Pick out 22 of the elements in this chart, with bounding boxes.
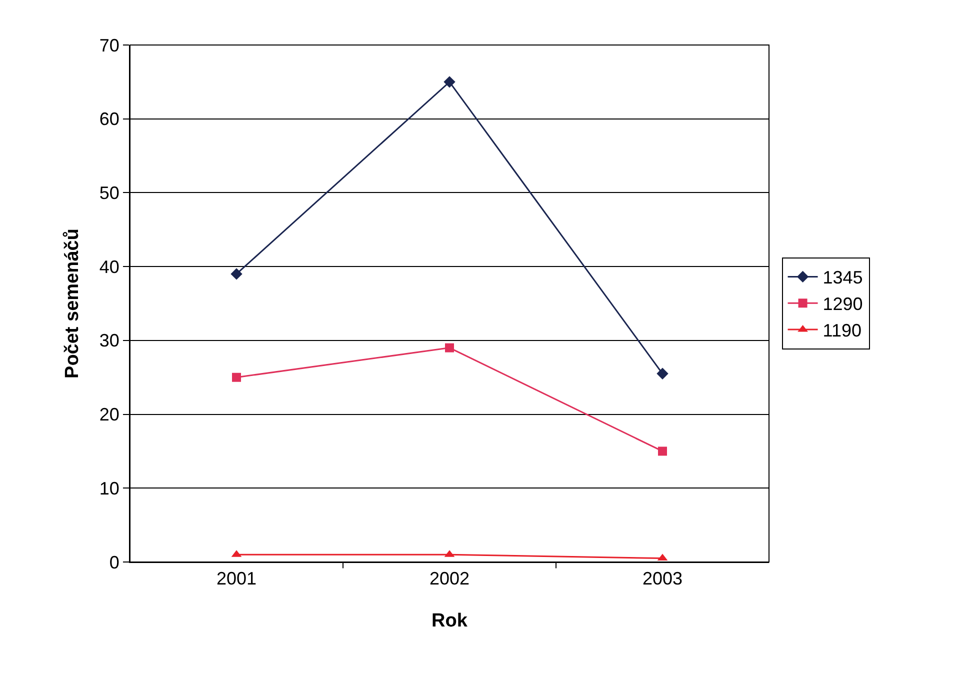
legend-label: 1345 <box>822 268 863 288</box>
point <box>232 372 241 382</box>
y-tick-label: 30 <box>99 330 120 351</box>
y-tick-label: 70 <box>99 35 120 56</box>
point <box>656 368 668 380</box>
legend-label: 1190 <box>822 320 862 341</box>
x-tick-label: 2002 <box>429 568 470 589</box>
y-tick-label: 60 <box>99 109 120 130</box>
y-tick-label: 50 <box>99 183 120 204</box>
point <box>444 76 456 88</box>
x-axis-title: Rok <box>432 610 468 632</box>
y-tick-label: 20 <box>99 404 120 425</box>
legend-label: 1290 <box>822 294 863 314</box>
x-tick-label: 2003 <box>642 568 683 589</box>
point <box>445 343 454 352</box>
point <box>658 446 667 456</box>
x-tick-label: 2001 <box>216 568 257 589</box>
y-tick-label: 40 <box>99 256 120 277</box>
point <box>230 268 242 280</box>
y-tick-label: 10 <box>99 478 120 498</box>
y-tick-label: 0 <box>109 552 120 572</box>
y-axis-title: Počet semenáčů <box>62 228 84 378</box>
